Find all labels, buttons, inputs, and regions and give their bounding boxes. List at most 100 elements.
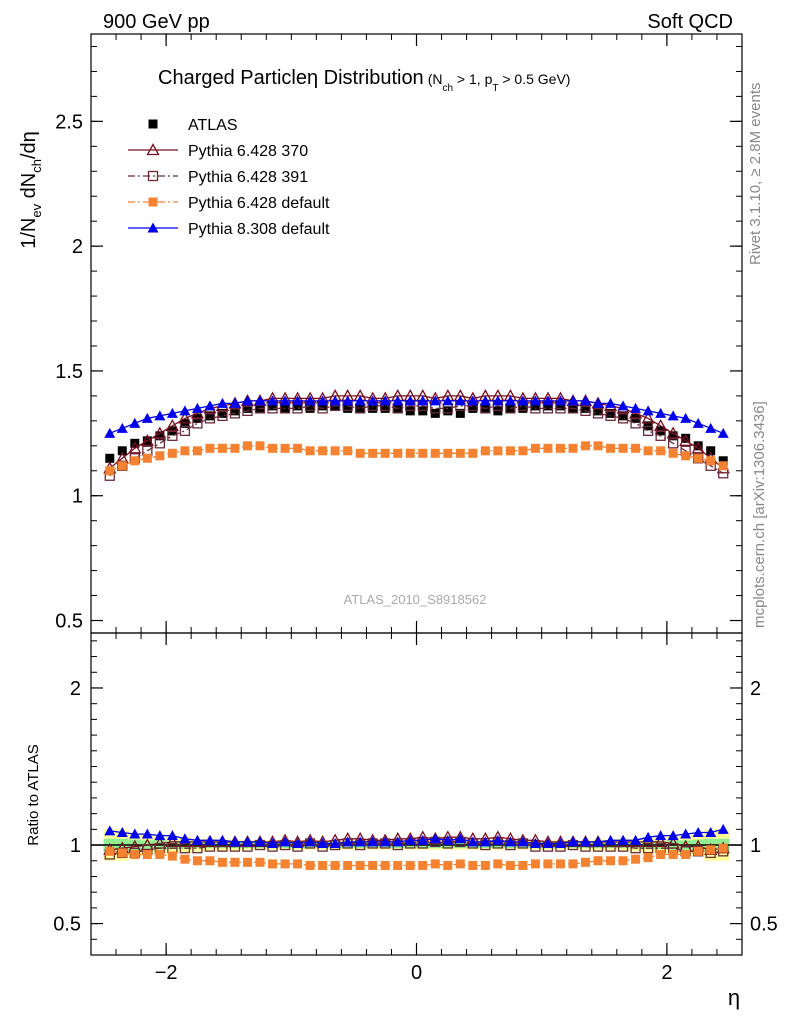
ratio-point xyxy=(191,834,203,845)
x-tick-label: −2 xyxy=(155,962,178,984)
ratio-point xyxy=(293,859,303,869)
ratio-point xyxy=(355,860,365,870)
data-point xyxy=(543,401,553,411)
data-point xyxy=(455,408,465,418)
ratio-point xyxy=(217,857,227,867)
data-point xyxy=(367,395,379,406)
data-point xyxy=(217,410,228,422)
data-point xyxy=(630,402,642,413)
data-point xyxy=(368,403,378,413)
data-point xyxy=(104,427,116,438)
data-point xyxy=(191,402,203,413)
ratio-point xyxy=(430,859,440,869)
ylabel-b-sub: ch xyxy=(29,159,44,173)
data-point xyxy=(305,446,315,456)
data-point xyxy=(179,405,191,416)
ratio-point xyxy=(329,837,341,848)
data-point xyxy=(681,433,691,443)
ratio-data xyxy=(103,823,730,870)
data-point xyxy=(667,410,679,421)
y-tick-label: 2.5 xyxy=(55,111,83,133)
data-point xyxy=(667,438,679,449)
data-point xyxy=(618,411,628,421)
data-point xyxy=(280,443,290,453)
data-point xyxy=(668,448,678,458)
data-point xyxy=(155,431,165,441)
data-point xyxy=(666,426,680,439)
data-point xyxy=(454,395,466,406)
data-point xyxy=(681,451,691,461)
legend-label: Pythia 6.428 370 xyxy=(188,143,308,160)
title-main: Charged Particleη Distribution xyxy=(158,67,424,89)
ratio-point xyxy=(681,849,691,859)
data-point xyxy=(317,395,329,406)
legend-marker xyxy=(147,222,159,233)
ratio-point xyxy=(492,834,504,845)
data-point xyxy=(293,401,303,411)
data-point xyxy=(706,446,716,456)
ratio-point xyxy=(129,828,141,839)
ratio-point xyxy=(568,859,578,869)
main-data xyxy=(103,389,730,481)
data-point xyxy=(606,443,616,453)
data-point xyxy=(380,448,390,458)
ratio-y-tick-label-left: 1 xyxy=(70,835,81,857)
ratio-point xyxy=(165,835,179,848)
ratio-point xyxy=(205,856,215,866)
header-left: 900 GeV pp xyxy=(103,11,210,33)
data-point xyxy=(204,413,216,424)
ylabel-a: 1/N xyxy=(18,218,40,249)
data-point xyxy=(368,448,378,458)
ratio-point xyxy=(154,830,166,841)
ratio-point xyxy=(242,857,252,867)
ratio-point xyxy=(354,836,366,847)
ratio-point xyxy=(404,834,416,845)
ratio-point xyxy=(468,860,478,870)
ratio-point xyxy=(555,859,565,869)
ratio-point xyxy=(280,859,290,869)
x-axis-label: η xyxy=(728,985,740,1010)
data-point xyxy=(642,425,654,436)
legend-label: Pythia 6.428 391 xyxy=(188,169,308,186)
ratio-ticks: 0.5 0.5 1 1 2 2 −2 0 2 xyxy=(53,633,778,984)
ratio-point xyxy=(442,834,454,845)
data-point xyxy=(292,395,304,406)
ratio-y-tick-label-left: 0.5 xyxy=(53,914,81,936)
ratio-point xyxy=(230,857,240,867)
data-point xyxy=(517,395,529,406)
data-point xyxy=(405,448,415,458)
data-point xyxy=(617,400,629,411)
ratio-point xyxy=(155,849,165,859)
ratio-bands xyxy=(91,829,742,861)
ratio-panel: 0.5 0.5 1 1 2 2 −2 0 2 Ratio to ATLAS η xyxy=(25,632,778,1010)
ratio-point xyxy=(680,828,692,839)
legend-label: Pythia 6.428 default xyxy=(188,195,330,212)
data-point xyxy=(668,431,678,441)
data-point xyxy=(479,395,491,406)
ratio-point xyxy=(380,860,390,870)
data-point xyxy=(429,395,441,406)
data-point xyxy=(630,418,641,429)
ratio-point xyxy=(543,859,553,869)
ratio-point xyxy=(718,843,728,853)
ratio-point xyxy=(192,856,202,866)
ratio-series-line xyxy=(109,841,724,856)
data-point xyxy=(167,430,178,441)
data-point xyxy=(178,411,192,424)
data-point xyxy=(293,443,303,453)
data-point xyxy=(567,395,579,406)
y-tick-label: 1.5 xyxy=(55,361,83,383)
ratio-point xyxy=(267,837,279,848)
ratio-point xyxy=(505,860,515,870)
ratio-point xyxy=(518,860,528,870)
legend-entry: Pythia 6.428 default xyxy=(128,195,330,212)
data-point xyxy=(518,446,528,456)
ratio-point xyxy=(655,830,667,841)
data-point xyxy=(693,441,703,451)
ratio-y-tick-label-left: 2 xyxy=(70,678,81,700)
ratio-point xyxy=(255,857,265,867)
ratio-point xyxy=(705,826,717,837)
data-point xyxy=(330,446,340,456)
data-point xyxy=(605,410,616,422)
